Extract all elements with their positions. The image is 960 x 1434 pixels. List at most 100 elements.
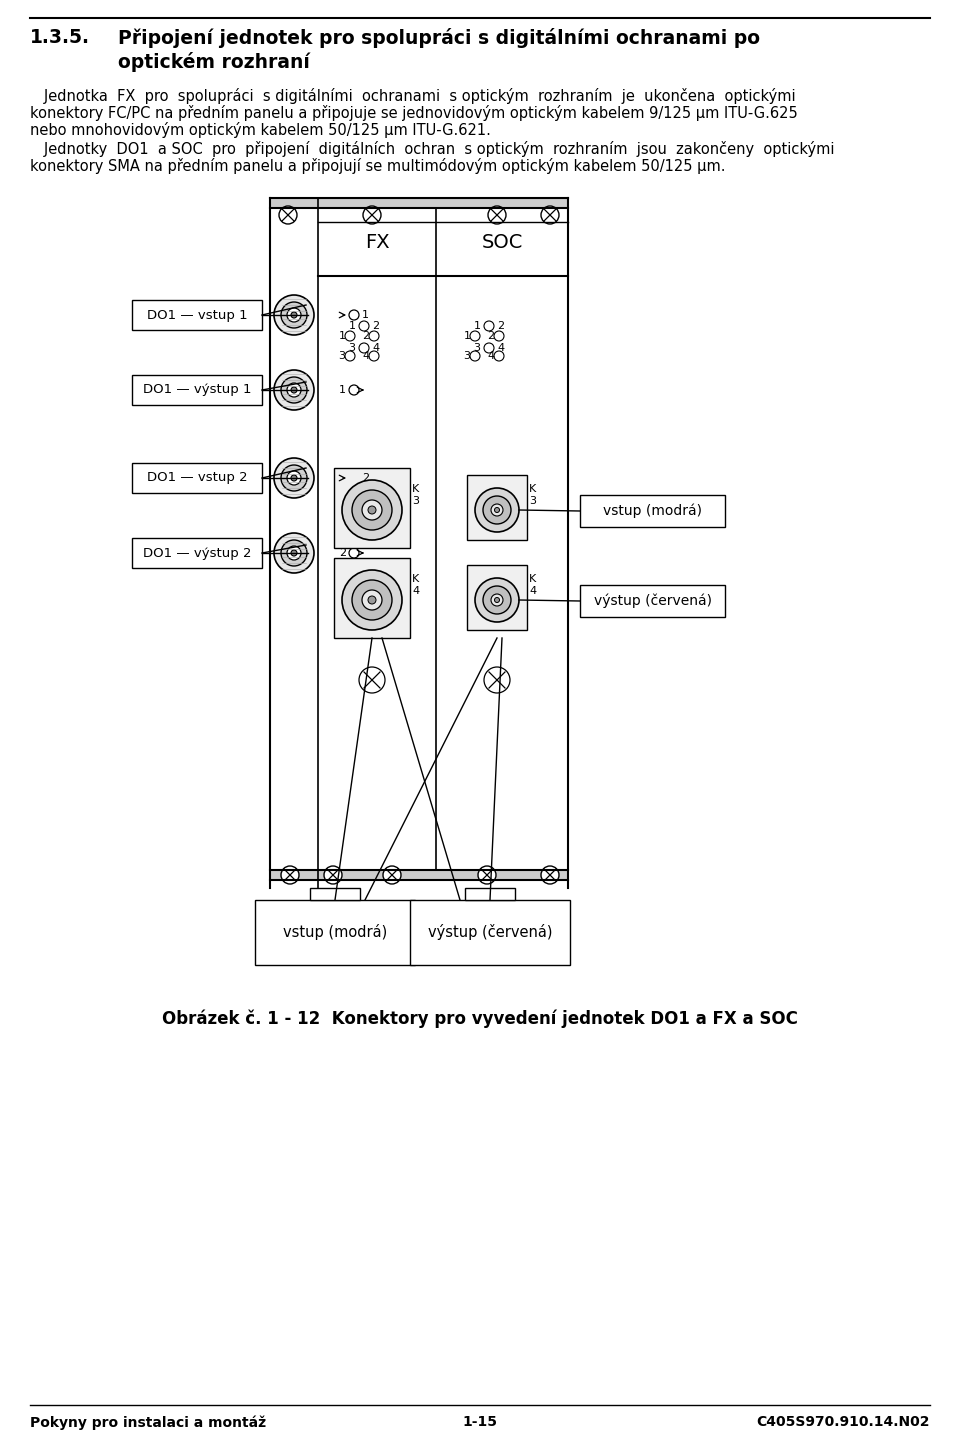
Text: 2: 2 xyxy=(488,331,494,341)
Circle shape xyxy=(279,206,297,224)
Bar xyxy=(467,565,527,630)
Circle shape xyxy=(274,295,314,336)
Bar xyxy=(580,495,725,528)
Circle shape xyxy=(342,480,402,541)
Text: vstup (modrá): vstup (modrá) xyxy=(283,925,387,941)
Circle shape xyxy=(368,597,376,604)
Text: 3: 3 xyxy=(473,343,481,353)
Text: 4: 4 xyxy=(363,351,370,361)
Circle shape xyxy=(287,383,301,397)
Circle shape xyxy=(281,377,307,403)
Text: 1: 1 xyxy=(348,321,355,331)
Circle shape xyxy=(491,594,503,607)
Circle shape xyxy=(484,343,494,353)
Circle shape xyxy=(488,206,506,224)
Text: K
4: K 4 xyxy=(412,574,420,595)
Bar xyxy=(334,467,410,548)
Circle shape xyxy=(287,470,301,485)
Circle shape xyxy=(484,321,494,331)
Text: 3: 3 xyxy=(339,351,346,361)
Circle shape xyxy=(287,308,301,323)
Text: Pokyny pro instalaci a montáž: Pokyny pro instalaci a montáž xyxy=(30,1415,266,1430)
Text: DO1 — výstup 1: DO1 — výstup 1 xyxy=(143,383,252,396)
Circle shape xyxy=(483,587,511,614)
Circle shape xyxy=(342,569,402,630)
Circle shape xyxy=(475,488,519,532)
Circle shape xyxy=(483,496,511,523)
Bar xyxy=(132,538,262,568)
Circle shape xyxy=(281,541,307,566)
Text: K
3: K 3 xyxy=(529,485,537,506)
Circle shape xyxy=(274,370,314,410)
Text: DO1 — vstup 1: DO1 — vstup 1 xyxy=(147,308,248,321)
Circle shape xyxy=(345,351,355,361)
Circle shape xyxy=(291,313,297,318)
Circle shape xyxy=(352,579,392,619)
Bar xyxy=(410,901,570,965)
Text: 3: 3 xyxy=(464,351,470,361)
Circle shape xyxy=(491,503,503,516)
Circle shape xyxy=(345,331,355,341)
Circle shape xyxy=(484,667,510,693)
Circle shape xyxy=(478,866,496,883)
Text: nebo mnohovidovým optickým kabelem 50/125 μm ITU-G.621.: nebo mnohovidovým optickým kabelem 50/12… xyxy=(30,122,491,138)
Circle shape xyxy=(494,331,504,341)
Circle shape xyxy=(470,351,480,361)
Circle shape xyxy=(369,331,379,341)
Text: vstup (modrá): vstup (modrá) xyxy=(603,503,702,518)
Circle shape xyxy=(291,551,297,556)
Text: 3: 3 xyxy=(348,343,355,353)
Circle shape xyxy=(359,321,369,331)
Circle shape xyxy=(368,506,376,513)
Text: DO1 — vstup 2: DO1 — vstup 2 xyxy=(147,472,248,485)
Text: K
4: K 4 xyxy=(529,574,537,595)
Circle shape xyxy=(369,351,379,361)
Text: FX: FX xyxy=(365,232,390,251)
Text: 2: 2 xyxy=(363,331,370,341)
Bar xyxy=(580,585,725,617)
Text: K
3: K 3 xyxy=(412,485,420,506)
Circle shape xyxy=(349,310,359,320)
Circle shape xyxy=(349,384,359,394)
Text: 1.3.5.: 1.3.5. xyxy=(30,29,90,47)
Text: DO1 — výstup 2: DO1 — výstup 2 xyxy=(143,546,252,559)
Text: SOC: SOC xyxy=(481,232,522,251)
Text: konektory SMA na předním panelu a připojují se multimódovým optickým kabelem 50/: konektory SMA na předním panelu a připoj… xyxy=(30,158,726,174)
Circle shape xyxy=(383,866,401,883)
Circle shape xyxy=(494,351,504,361)
Bar xyxy=(132,463,262,493)
Text: Obrázek č. 1 - 12  Konektory pro vyvedení jednotek DO1 a FX a SOC: Obrázek č. 1 - 12 Konektory pro vyvedení… xyxy=(162,1010,798,1028)
Bar xyxy=(467,475,527,541)
Text: 1: 1 xyxy=(339,331,346,341)
Text: 4: 4 xyxy=(488,351,494,361)
Text: výstup (červená): výstup (červená) xyxy=(428,925,552,941)
Circle shape xyxy=(541,866,559,883)
Circle shape xyxy=(324,866,342,883)
Text: 4: 4 xyxy=(372,343,379,353)
Text: 2: 2 xyxy=(497,321,505,331)
Circle shape xyxy=(281,303,307,328)
Text: 1: 1 xyxy=(362,310,369,320)
Bar xyxy=(310,888,360,901)
Bar xyxy=(132,300,262,330)
Bar xyxy=(270,198,568,208)
Text: výstup (červená): výstup (červená) xyxy=(593,594,711,608)
Circle shape xyxy=(362,589,382,609)
Circle shape xyxy=(541,206,559,224)
Text: 1-15: 1-15 xyxy=(463,1415,497,1430)
Circle shape xyxy=(291,475,297,480)
Circle shape xyxy=(363,206,381,224)
Circle shape xyxy=(359,343,369,353)
Circle shape xyxy=(362,500,382,521)
Text: Jednotka  FX  pro  spolupráci  s digitálními  ochranami  s optickým  rozhraním  : Jednotka FX pro spolupráci s digitálními… xyxy=(30,87,796,105)
Text: optickém rozhraní: optickém rozhraní xyxy=(118,52,310,72)
Circle shape xyxy=(274,457,314,498)
Circle shape xyxy=(349,473,359,483)
Text: 2: 2 xyxy=(362,473,370,483)
Bar xyxy=(465,888,515,901)
Circle shape xyxy=(352,490,392,531)
Circle shape xyxy=(470,331,480,341)
Circle shape xyxy=(274,533,314,574)
Bar xyxy=(255,901,415,965)
Bar xyxy=(132,376,262,404)
